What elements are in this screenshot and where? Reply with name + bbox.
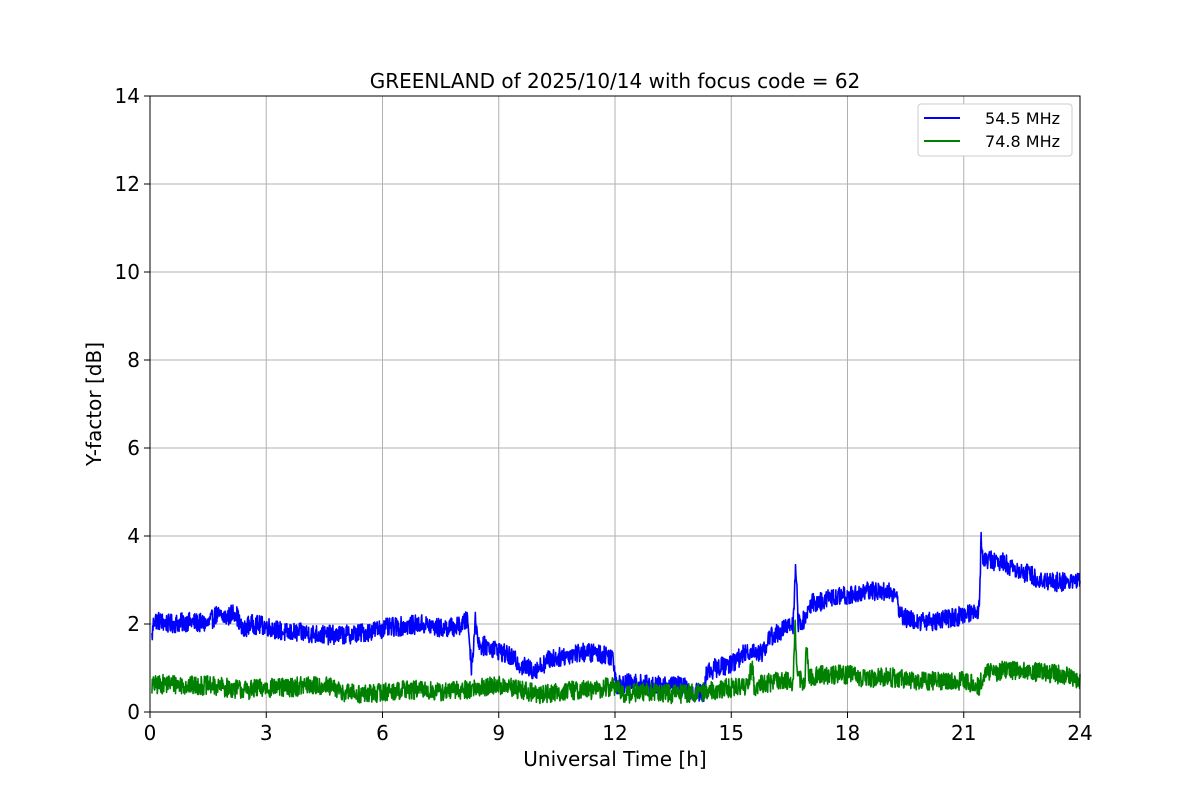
legend-label-series-1: 54.5 MHz — [985, 109, 1060, 128]
x-tick-label: 0 — [144, 721, 157, 745]
y-tick-label: 8 — [127, 348, 140, 372]
x-axis-label: Universal Time [h] — [523, 747, 706, 771]
y-tick-label: 10 — [115, 260, 140, 284]
y-tick-label: 0 — [127, 700, 140, 724]
x-tick-label: 3 — [260, 721, 273, 745]
x-tick-label: 9 — [492, 721, 505, 745]
x-tick-label: 24 — [1067, 721, 1092, 745]
chart-title: GREENLAND of 2025/10/14 with focus code … — [370, 69, 861, 93]
x-tick-label: 21 — [951, 721, 976, 745]
plot-area — [151, 531, 1081, 705]
x-tick-label: 12 — [602, 721, 627, 745]
legend: 54.5 MHz 74.8 MHz — [917, 103, 1073, 157]
legend-label-series-2: 74.8 MHz — [985, 132, 1060, 151]
y-tick-label: 6 — [127, 436, 140, 460]
x-tick-label: 6 — [376, 721, 389, 745]
series-line-2 — [151, 619, 1081, 705]
y-tick-label: 2 — [127, 612, 140, 636]
y-tick-label: 12 — [115, 172, 140, 196]
y-tick-label: 4 — [127, 524, 140, 548]
x-tick-label: 18 — [835, 721, 860, 745]
series-line-1 — [151, 531, 1081, 703]
y-axis-label: Y-factor [dB] — [82, 342, 106, 467]
y-tick-label: 14 — [115, 84, 140, 108]
x-tick-label: 15 — [719, 721, 744, 745]
